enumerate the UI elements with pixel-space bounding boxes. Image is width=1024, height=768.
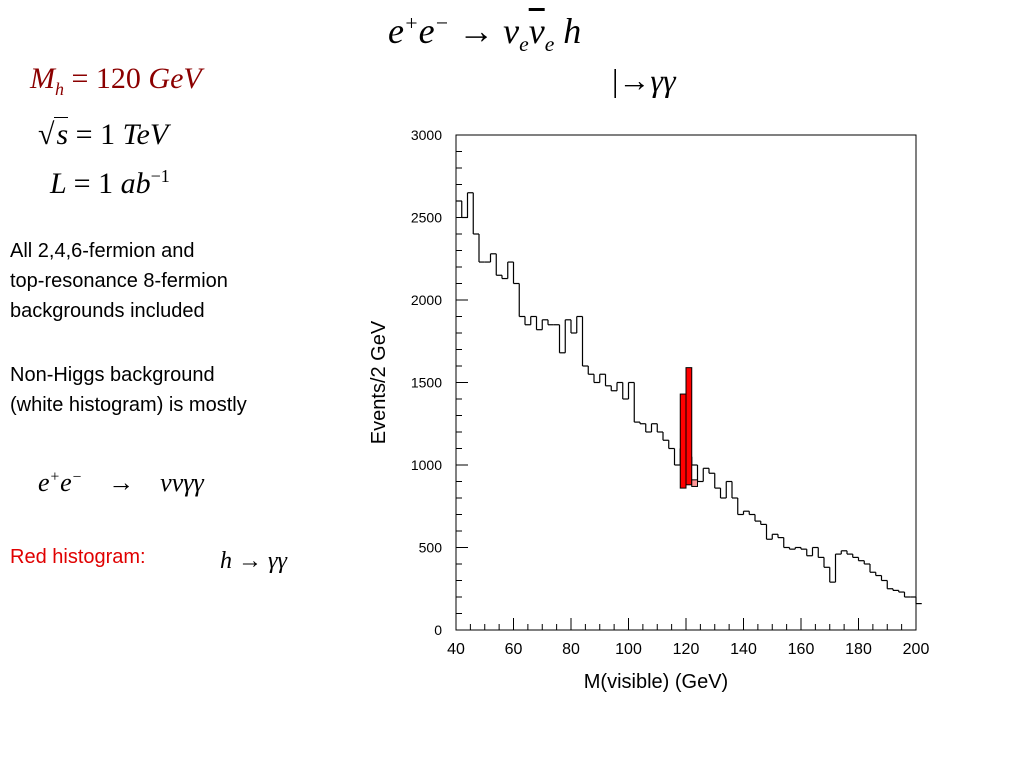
luminosity-param: L = 1 ab−1 xyxy=(50,166,170,200)
note-line: backgrounds included xyxy=(10,300,205,322)
x-tick-label: 140 xyxy=(730,641,757,658)
x-axis-label: M(visible) (GeV) xyxy=(584,671,728,693)
x-tick-label: 160 xyxy=(788,641,815,658)
y-tick-label: 1500 xyxy=(411,375,442,391)
signal-decay-equation: h → γγ xyxy=(220,548,287,574)
y-tick-label: 500 xyxy=(419,540,443,556)
note-line: Non-Higgs background xyxy=(10,364,215,386)
note-line: top-resonance 8-fermion xyxy=(10,270,228,292)
y-tick-label: 0 xyxy=(434,622,442,638)
x-tick-label: 60 xyxy=(505,641,523,658)
x-tick-label: 100 xyxy=(615,641,642,658)
note-line: All 2,4,6-fermion and xyxy=(10,240,195,262)
decay-equation: |→γγ xyxy=(612,62,676,98)
y-tick-label: 1000 xyxy=(411,457,442,473)
signal-bin xyxy=(685,367,693,486)
y-tick-label: 3000 xyxy=(411,127,442,143)
y-axis-label: Events/2 GeV xyxy=(368,320,390,444)
mass-histogram: 0 500 1000 1500 2000 2500 3000 40 60 80 100 120 140 1… xyxy=(368,127,930,693)
x-tick-label: 200 xyxy=(903,641,930,658)
x-tick-label: 120 xyxy=(673,641,700,658)
x-tick-label: 80 xyxy=(562,641,580,658)
energy-param: √s = 1 TeV xyxy=(38,117,169,151)
signal-bin xyxy=(691,479,698,487)
x-tick-label: 40 xyxy=(447,641,465,658)
non-higgs-note: Non-Higgs background (white histogram) i… xyxy=(10,360,340,420)
signal-bin xyxy=(679,393,687,489)
background-process-equation: e+e− → ννγγ xyxy=(38,468,204,497)
note-line: (white histogram) is mostly xyxy=(10,394,247,416)
higgs-mass-param: Mh = 120 GeV xyxy=(30,62,202,99)
y-tick-label: 2000 xyxy=(411,292,442,308)
process-equation: e+e− → νeνe h xyxy=(388,11,582,57)
x-tick-label: 180 xyxy=(845,641,872,658)
background-note: All 2,4,6-fermion and top-resonance 8-fe… xyxy=(10,236,340,326)
y-tick-label: 2500 xyxy=(411,210,442,226)
red-histogram-label: Red histogram: xyxy=(10,546,146,568)
